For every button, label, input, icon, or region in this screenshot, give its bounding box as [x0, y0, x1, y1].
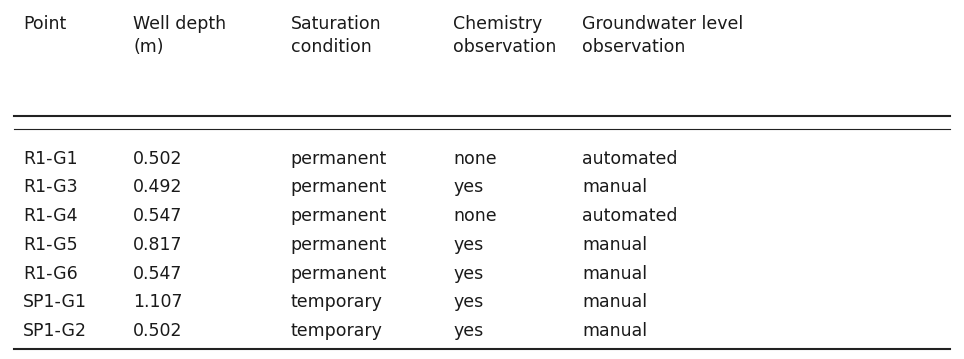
- Text: 0.547: 0.547: [133, 207, 182, 225]
- Text: 0.547: 0.547: [133, 265, 182, 283]
- Text: permanent: permanent: [291, 150, 388, 168]
- Text: Chemistry
observation: Chemistry observation: [453, 15, 556, 56]
- Text: manual: manual: [582, 265, 648, 283]
- Text: permanent: permanent: [291, 236, 388, 254]
- Text: Well depth
(m): Well depth (m): [133, 15, 227, 56]
- Text: SP1-G2: SP1-G2: [23, 322, 88, 340]
- Text: R1-G1: R1-G1: [23, 150, 78, 168]
- Text: Saturation
condition: Saturation condition: [291, 15, 382, 56]
- Text: Groundwater level
observation: Groundwater level observation: [582, 15, 743, 56]
- Text: R1-G3: R1-G3: [23, 178, 78, 196]
- Text: R1-G6: R1-G6: [23, 265, 78, 283]
- Text: yes: yes: [453, 178, 484, 196]
- Text: R1-G5: R1-G5: [23, 236, 78, 254]
- Text: Point: Point: [23, 15, 67, 33]
- Text: 1.107: 1.107: [133, 293, 183, 312]
- Text: SP1-G1: SP1-G1: [23, 293, 88, 312]
- Text: 0.502: 0.502: [133, 322, 183, 340]
- Text: temporary: temporary: [291, 322, 383, 340]
- Text: yes: yes: [453, 322, 484, 340]
- Text: permanent: permanent: [291, 265, 388, 283]
- Text: none: none: [453, 207, 497, 225]
- Text: 0.817: 0.817: [133, 236, 183, 254]
- Text: automated: automated: [582, 150, 678, 168]
- Text: yes: yes: [453, 293, 484, 312]
- Text: permanent: permanent: [291, 207, 388, 225]
- Text: yes: yes: [453, 265, 484, 283]
- Text: manual: manual: [582, 322, 648, 340]
- Text: manual: manual: [582, 293, 648, 312]
- Text: none: none: [453, 150, 497, 168]
- Text: 0.492: 0.492: [133, 178, 183, 196]
- Text: manual: manual: [582, 236, 648, 254]
- Text: permanent: permanent: [291, 178, 388, 196]
- Text: 0.502: 0.502: [133, 150, 183, 168]
- Text: yes: yes: [453, 236, 484, 254]
- Text: automated: automated: [582, 207, 678, 225]
- Text: temporary: temporary: [291, 293, 383, 312]
- Text: manual: manual: [582, 178, 648, 196]
- Text: R1-G4: R1-G4: [23, 207, 78, 225]
